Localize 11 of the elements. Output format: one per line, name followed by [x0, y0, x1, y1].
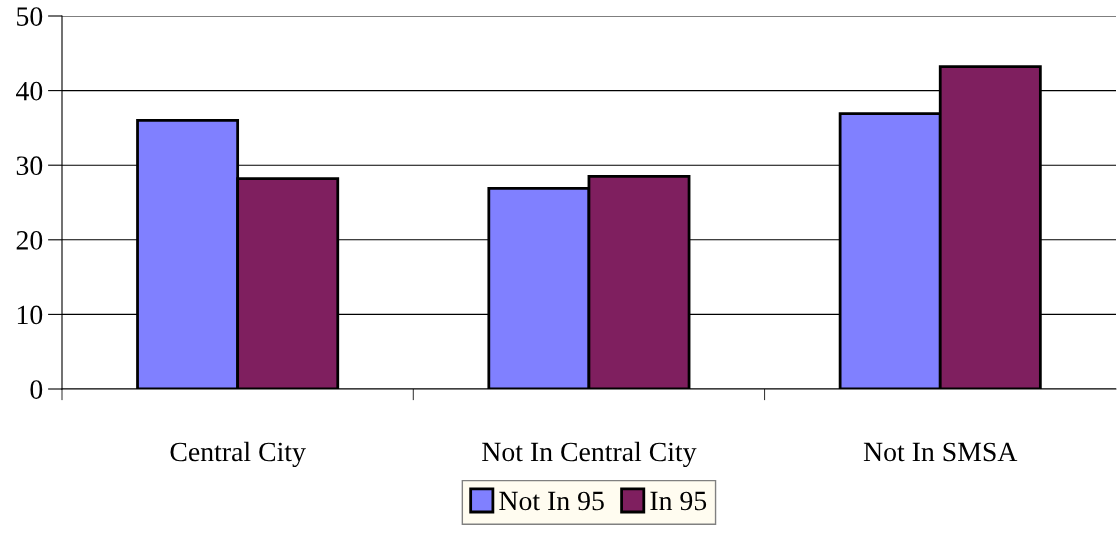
legend-label: In 95	[650, 491, 707, 511]
y-tick-label: 30	[16, 156, 43, 176]
x-tick-label: Not In Central City	[482, 441, 697, 468]
y-tick-label: 40	[16, 81, 43, 101]
y-tick-label: 50	[17, 7, 43, 26]
y-tick-label: 20	[16, 230, 43, 250]
x-tick-label: Central City	[170, 441, 306, 468]
y-tick-label: 10	[17, 305, 43, 325]
legend-label: Not In 95	[499, 491, 604, 511]
y-tick-label: 0	[30, 380, 43, 399]
x-tick-label: Not In SMSA	[863, 442, 1018, 462]
